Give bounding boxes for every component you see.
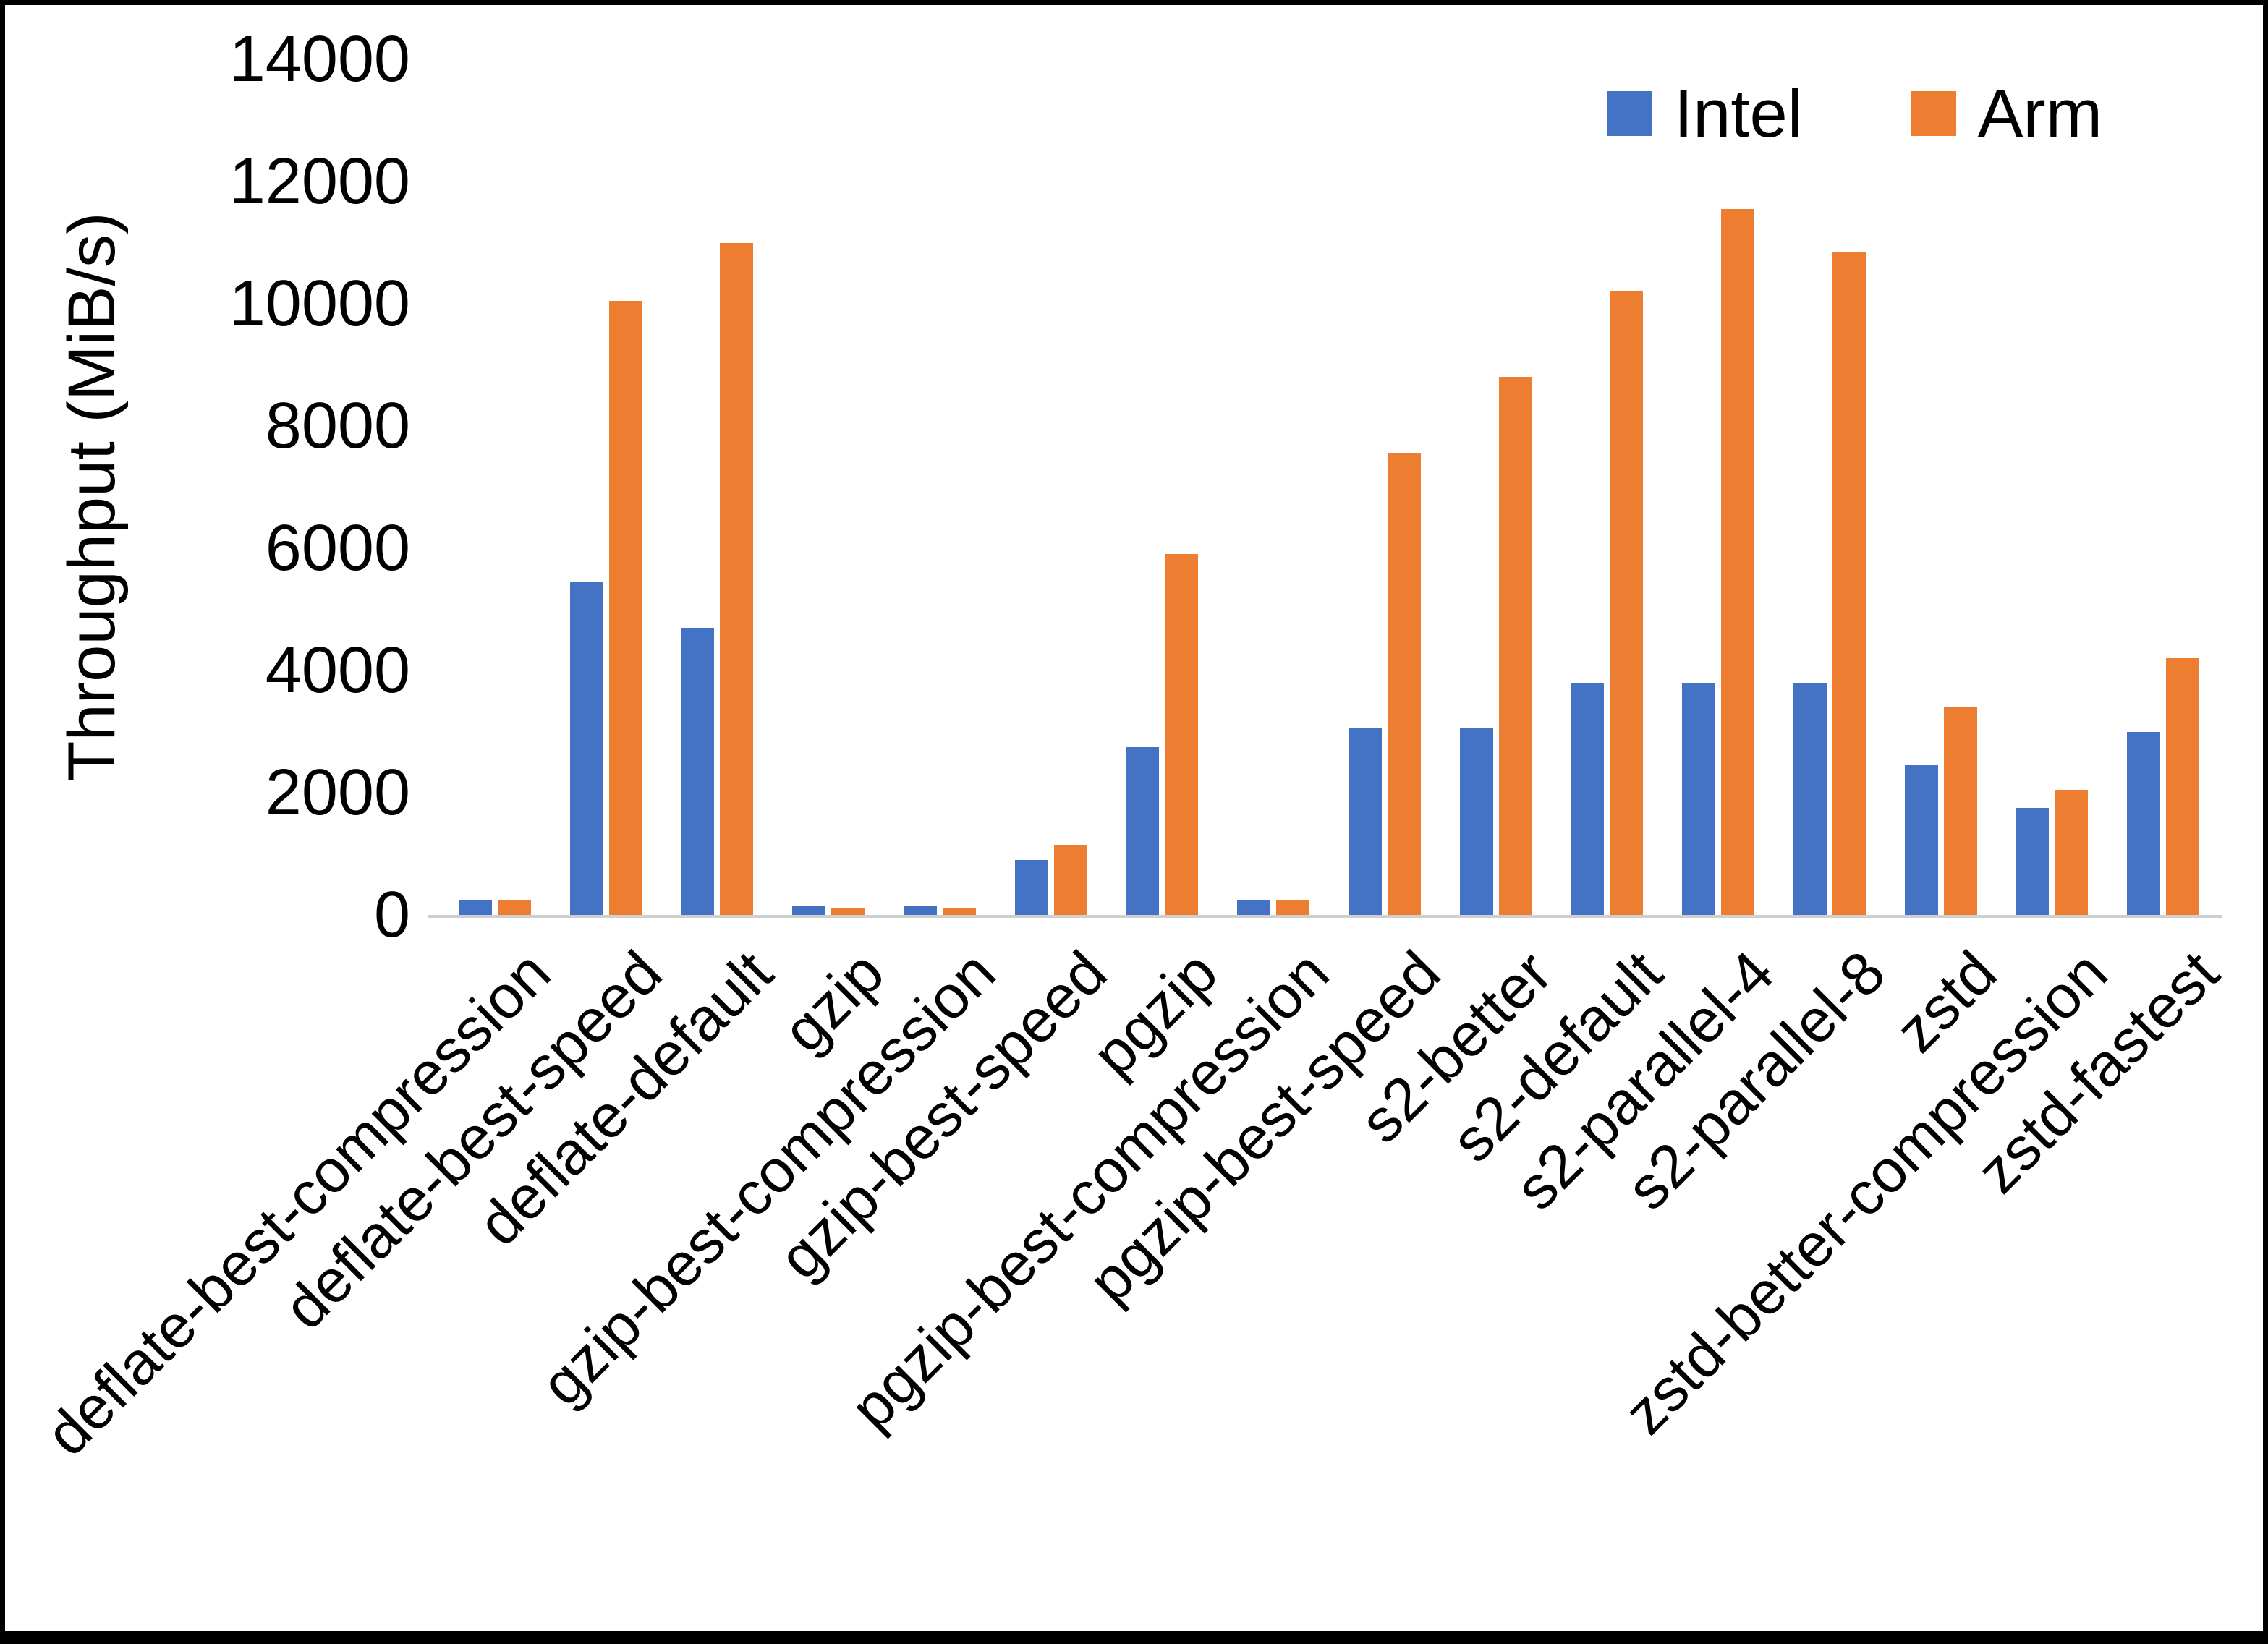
y-tick-label: 4000 [265,634,410,707]
bar-intel-zstd [1904,764,1938,915]
bar-arm-zstd-better-compression [2055,789,2089,915]
bar-intel-s2-default [1571,682,1605,915]
bar-arm-gzip-best-speed [1053,844,1087,915]
legend-item-intel: Intel [1607,77,1803,150]
y-tick-label: 2000 [265,757,410,829]
y-axis-tick-labels: 0 2000 4000 6000 8000 10000 12000 14000 [5,5,2263,1631]
plot-area [5,5,2263,1631]
bar-intel-s2-parallel-4 [1682,682,1716,915]
bar-intel-deflate-best-speed [569,582,603,915]
bar-intel-zstd-better-compression [2016,808,2050,915]
bar-intel-s2-better [1459,728,1493,915]
bar-arm-gzip [831,907,865,915]
bar-arm-deflate-best-compression [497,899,531,915]
bar-arm-s2-parallel-4 [1721,209,1755,915]
legend-item-arm: Arm [1911,77,2102,150]
y-tick-label: 6000 [265,512,410,584]
bar-intel-zstd-fastest [2127,731,2161,915]
bar-arm-zstd-fastest [2166,658,2200,915]
bar-arm-gzip-best-compression [942,907,976,915]
bar-intel-s2-parallel-8 [1793,682,1827,915]
bar-intel-deflate-best-compression [458,899,492,915]
bar-intel-deflate-default [681,627,715,915]
bar-intel-pgzip [1126,746,1160,915]
bar-intel-pgzip-best-compression [1237,899,1271,915]
x-axis-line [428,915,2222,918]
legend-label-arm: Arm [1977,75,2102,151]
bar-arm-pgzip [1165,554,1199,915]
bar-intel-pgzip-best-speed [1348,728,1382,915]
bar-arm-s2-parallel-8 [1832,252,1866,915]
legend: Intel Arm [1607,77,2102,150]
legend-label-intel: Intel [1674,75,1803,151]
y-tick-label: 8000 [265,390,410,462]
bar-intel-gzip [792,906,826,915]
bar-intel-gzip-best-speed [1014,859,1048,915]
y-tick-label: 14000 [229,23,410,95]
bar-arm-s2-default [1610,291,1644,915]
bar-arm-pgzip-best-compression [1276,899,1310,915]
bar-arm-zstd [1943,707,1977,915]
y-tick-label: 12000 [229,145,410,218]
x-axis-labels: deflate-best-compression deflate-best-spe… [5,5,2263,1631]
bar-arm-s2-better [1498,377,1532,915]
y-tick-label: 10000 [229,268,410,340]
y-tick-label: 0 [373,879,410,951]
bar-arm-deflate-default [720,242,754,915]
legend-swatch-arm [1911,91,1956,136]
bar-arm-pgzip-best-speed [1387,453,1421,915]
legend-swatch-intel [1607,91,1652,136]
bar-arm-deflate-best-speed [608,300,642,915]
bar-intel-gzip-best-compression [903,906,937,915]
